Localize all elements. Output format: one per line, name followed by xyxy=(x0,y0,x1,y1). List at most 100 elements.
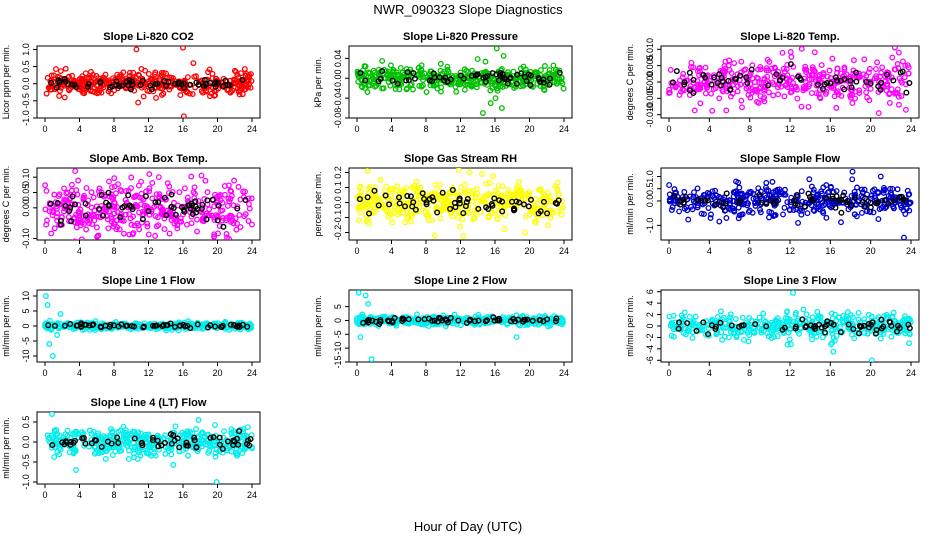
data-point xyxy=(860,71,867,78)
data-point xyxy=(838,92,845,99)
data-point xyxy=(61,94,68,101)
data-point xyxy=(444,66,451,73)
data-point xyxy=(861,329,868,336)
data-point xyxy=(559,318,566,325)
data-point xyxy=(230,202,237,209)
data-point xyxy=(209,70,216,77)
data-point xyxy=(541,63,548,69)
data-point xyxy=(93,433,100,440)
x-tick-label: 16 xyxy=(825,124,835,134)
highlight-point xyxy=(45,322,52,329)
highlight-point xyxy=(125,192,132,199)
data-point xyxy=(198,172,205,179)
data-point xyxy=(399,74,405,81)
data-point xyxy=(79,429,86,436)
outlier-point xyxy=(180,46,186,51)
data-point xyxy=(757,209,764,216)
outlier-point xyxy=(362,292,369,299)
data-point xyxy=(820,209,827,216)
data-point xyxy=(782,191,789,198)
highlight-point xyxy=(212,323,219,330)
highlight-point xyxy=(85,80,92,87)
data-point xyxy=(536,313,543,320)
highlight-point xyxy=(887,319,894,326)
y-tick-label: 0.0 xyxy=(645,195,655,208)
data-point xyxy=(689,335,696,341)
highlight-point xyxy=(885,200,892,207)
data-point xyxy=(835,314,842,321)
highlight-point xyxy=(495,315,502,322)
highlight-point xyxy=(357,69,364,76)
y-axis-label: kPa per min. xyxy=(313,57,323,108)
highlight-point xyxy=(799,316,806,323)
data-point xyxy=(731,60,738,67)
data-point xyxy=(79,82,86,89)
highlight-point xyxy=(131,435,138,442)
data-point xyxy=(828,183,834,190)
highlight-point xyxy=(515,316,522,323)
data-point xyxy=(712,187,719,194)
data-point xyxy=(676,208,683,215)
outlier-point xyxy=(479,171,486,177)
y-tick-label: 0.10 xyxy=(21,168,31,186)
data-point xyxy=(185,452,191,459)
data-point xyxy=(754,98,760,105)
data-point xyxy=(726,67,733,73)
data-point xyxy=(895,101,902,108)
data-point xyxy=(122,211,129,218)
data-points xyxy=(354,290,566,362)
data-point xyxy=(399,189,406,195)
x-tick-label: 0 xyxy=(666,368,671,378)
highlight-point xyxy=(671,192,678,199)
panel-4: Slope Amb. Box Temp.degrees C per min.0 4… xyxy=(1,153,261,256)
data-point xyxy=(71,244,76,249)
data-point xyxy=(142,67,148,74)
data-point xyxy=(544,207,551,214)
x-tick-label: 0 xyxy=(42,246,47,256)
highlight-point xyxy=(900,196,907,203)
highlight-point xyxy=(119,204,126,211)
highlight-point xyxy=(756,191,763,198)
highlight-point xyxy=(723,190,730,197)
data-point xyxy=(418,67,425,74)
data-point xyxy=(720,88,726,95)
highlight-point xyxy=(364,194,371,201)
data-point xyxy=(90,194,97,201)
data-point xyxy=(225,246,230,251)
data-point xyxy=(852,191,859,198)
data-point xyxy=(499,183,506,190)
data-point xyxy=(872,66,879,73)
highlight-point xyxy=(152,199,159,206)
data-point xyxy=(765,67,772,74)
data-point xyxy=(237,224,244,230)
data-point xyxy=(387,62,394,69)
data-points xyxy=(666,168,914,240)
data-point xyxy=(732,316,739,323)
highlight-point xyxy=(805,190,812,197)
data-point xyxy=(831,93,838,100)
y-tick-label: -0.04 xyxy=(333,88,343,109)
outlier-point xyxy=(180,113,187,118)
data-point xyxy=(415,71,422,78)
data-point xyxy=(552,183,559,190)
data-point xyxy=(91,450,98,457)
x-tick-label: 4 xyxy=(707,246,712,256)
data-point xyxy=(212,422,218,428)
highlight-point xyxy=(423,199,430,206)
highlight-point xyxy=(700,71,707,78)
data-point xyxy=(793,83,799,90)
data-point xyxy=(723,107,730,114)
data-point xyxy=(51,454,58,461)
data-point xyxy=(736,184,743,191)
data-point xyxy=(774,333,781,340)
x-tick-label: 4 xyxy=(77,368,82,378)
highlight-point xyxy=(188,200,195,207)
x-tick-label: 12 xyxy=(785,368,795,378)
highlight-point xyxy=(439,317,446,324)
highlight-point xyxy=(535,210,542,217)
data-point xyxy=(505,187,512,194)
data-point xyxy=(708,211,714,218)
x-tick-label: 0 xyxy=(666,124,671,134)
data-point xyxy=(159,72,165,79)
